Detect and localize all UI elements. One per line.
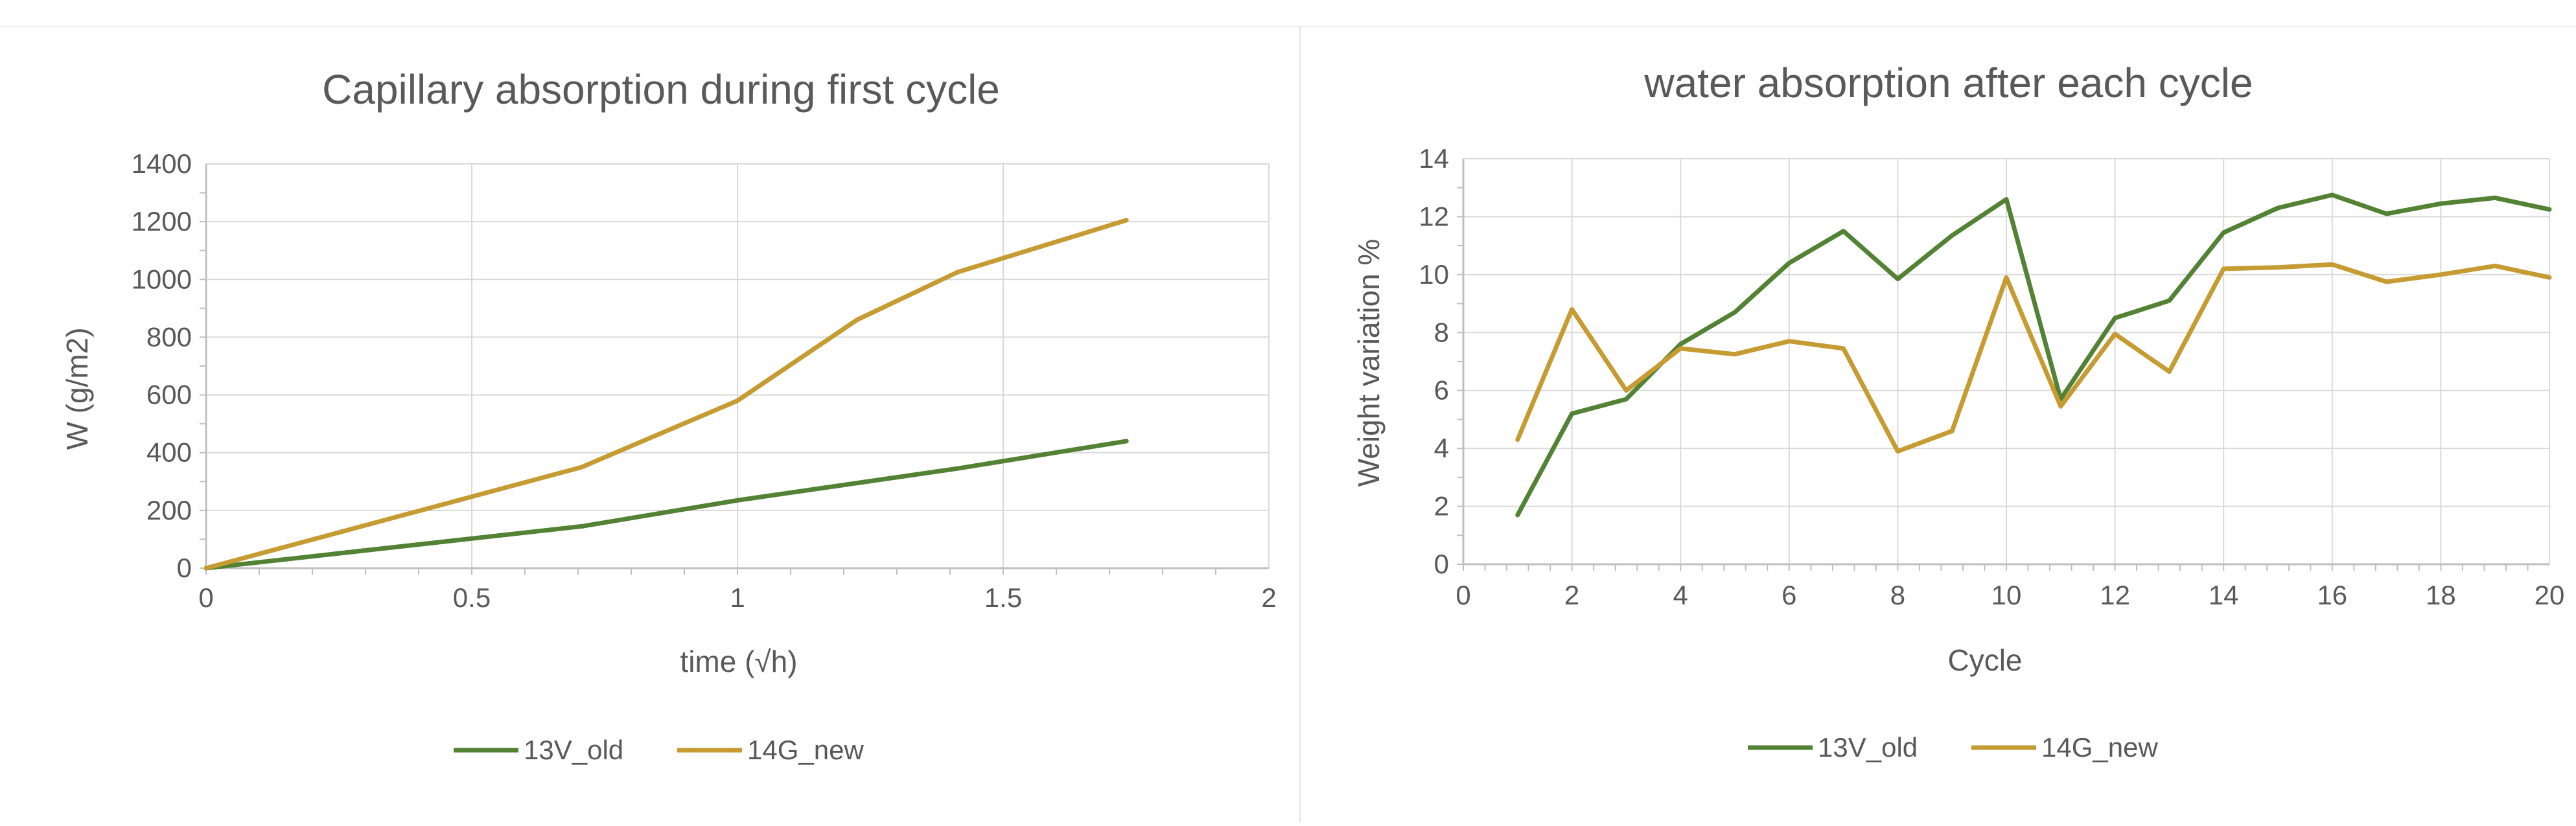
- x-tick-label: 0: [198, 582, 213, 613]
- x-tick-label: 18: [2426, 580, 2456, 610]
- y-tick-label: 1200: [132, 206, 192, 236]
- x-tick-label: 1: [730, 582, 745, 613]
- x-tick-label: 6: [1781, 580, 1796, 610]
- x-tick-label: 0: [1456, 580, 1470, 610]
- y-tick-label: 2: [1434, 491, 1449, 522]
- legend-label-14G_new: 14G_new: [747, 735, 864, 765]
- legend: 13V_old 14G_new: [1748, 732, 2158, 763]
- x-tick-label: 8: [1890, 580, 1905, 610]
- legend: 13V_old 14G_new: [454, 735, 864, 765]
- x-tick-label: 14: [2209, 580, 2239, 610]
- x-tick-label: 20: [2535, 580, 2565, 610]
- chart-title: water absorption after each cycle: [1643, 60, 2253, 106]
- legend-label-13V_old: 13V_old: [1818, 732, 1918, 763]
- y-tick-label: 8: [1434, 317, 1449, 347]
- x-tick-label: 16: [2317, 580, 2347, 610]
- y-tick-label: 200: [146, 495, 192, 525]
- series-line-13V_old: [1515, 192, 2552, 518]
- x-axis-label: time (√h): [680, 645, 797, 678]
- chart-panel-water: water absorption after each cycle 0 2 4 6 8 1…: [1301, 0, 2576, 823]
- x-tick-label: 4: [1673, 580, 1688, 610]
- y-tick-label: 1000: [132, 264, 192, 294]
- capillary-chart: Capillary absorption during first cycle …: [60, 66, 1277, 765]
- x-tick-label: 0.5: [453, 582, 491, 613]
- series-line-14G_new: [203, 218, 1129, 571]
- y-tick-label: 12: [1419, 201, 1449, 231]
- y-tick-label: 0: [1434, 549, 1449, 579]
- top-border: [0, 26, 2576, 27]
- legend-label-14G_new: 14G_new: [2041, 732, 2158, 763]
- x-tick-label: 2: [1261, 582, 1276, 613]
- y-tick-label: 400: [146, 437, 192, 468]
- y-tick-label: 1400: [132, 148, 192, 179]
- y-tick-label: 14: [1419, 143, 1449, 174]
- series-line-14G_new: [1515, 262, 2552, 454]
- panel-divider: [1299, 26, 1301, 823]
- y-tick-label: 4: [1434, 433, 1449, 463]
- y-tick-label: 6: [1434, 375, 1449, 406]
- y-tick-label: 10: [1419, 259, 1449, 290]
- series-line-13V_old: [203, 439, 1129, 571]
- x-tick-label: 2: [1564, 580, 1579, 610]
- y-axis-label: W (g/m2): [60, 327, 94, 450]
- x-tick-label: 10: [1991, 580, 2022, 610]
- chart-panel-capillary: Capillary absorption during first cycle …: [60, 66, 1277, 765]
- x-tick-label: 1.5: [984, 582, 1022, 613]
- legend-label-13V_old: 13V_old: [524, 735, 623, 765]
- x-axis-label: Cycle: [1947, 643, 2022, 677]
- y-tick-label: 600: [146, 380, 192, 410]
- x-tick-label: 12: [2100, 580, 2130, 610]
- y-tick-label: 0: [177, 553, 192, 583]
- y-axis-label: Weight variation %: [1352, 239, 1386, 487]
- chart-title: Capillary absorption during first cycle: [322, 66, 1000, 113]
- water-absorption-chart: water absorption after each cycle 0 2 4 6 8 1…: [1352, 60, 2565, 763]
- y-tick-label: 800: [146, 321, 192, 352]
